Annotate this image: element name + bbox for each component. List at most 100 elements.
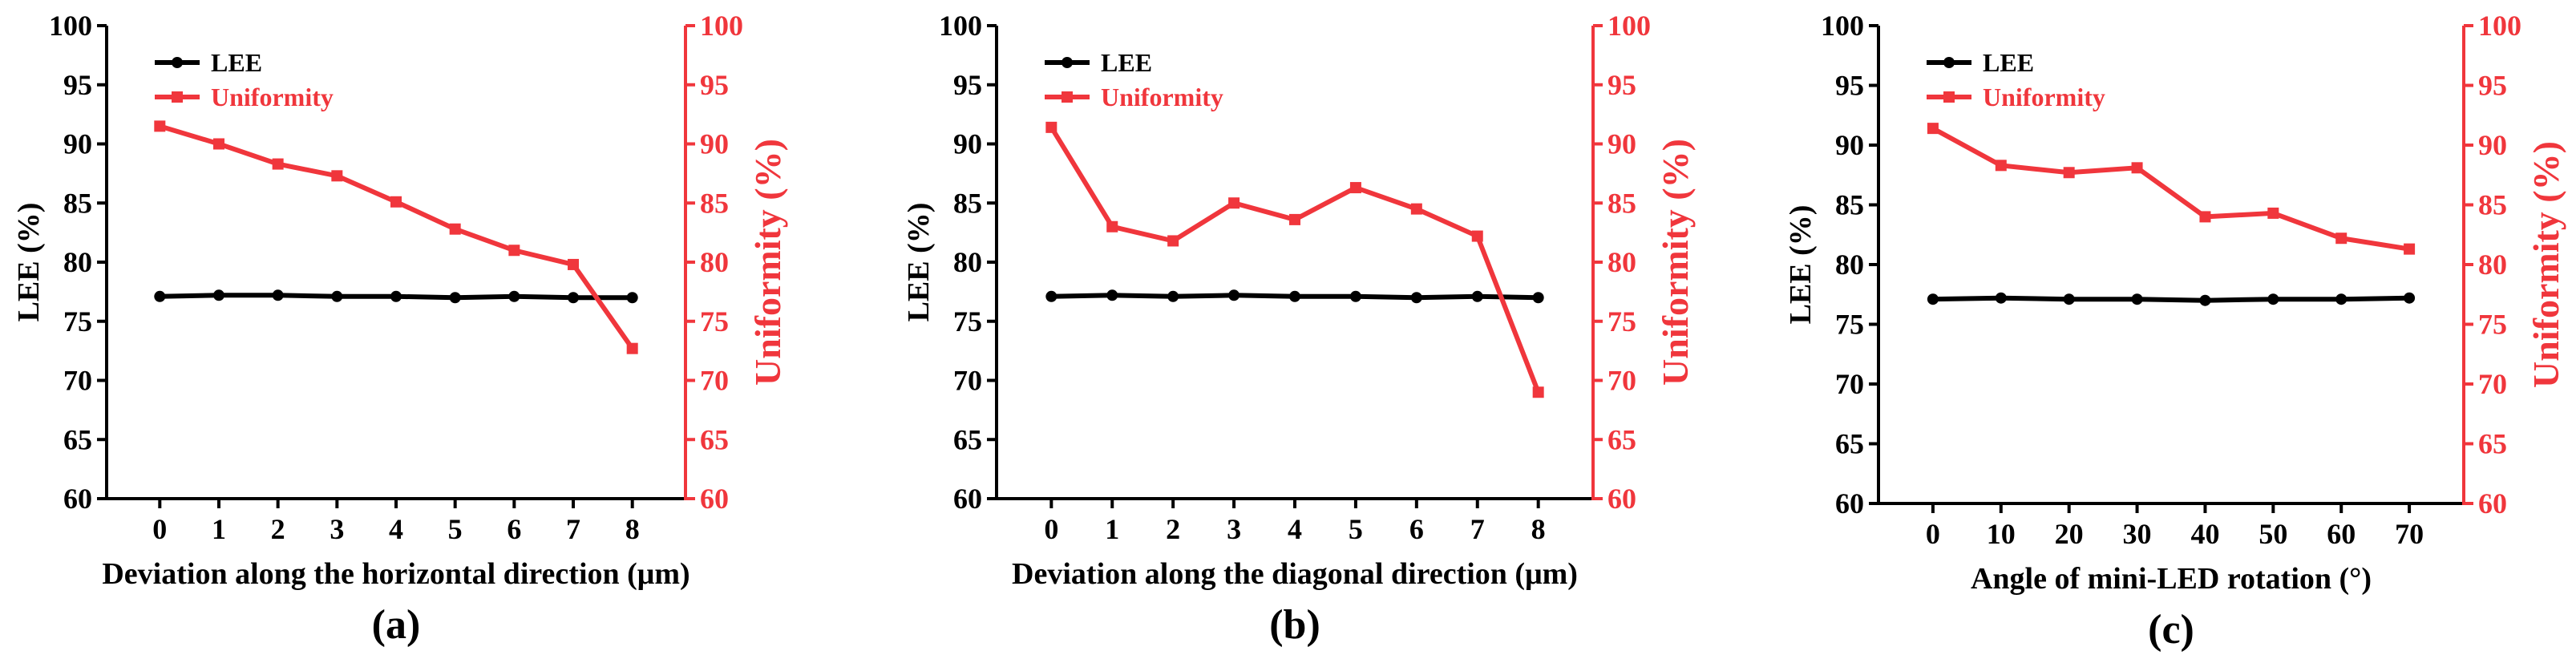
- left-y-tick-label: 75: [953, 305, 982, 338]
- lee-data-point: [449, 292, 461, 304]
- x-tick-label: 30: [2123, 518, 2152, 550]
- right-y-tick-label: 60: [1607, 483, 1636, 515]
- left-y-tick-label: 65: [63, 423, 92, 455]
- lee-data-point: [2063, 293, 2075, 305]
- legend-uniformity-marker: [172, 91, 183, 103]
- uniformity-data-point: [1167, 235, 1179, 247]
- uniformity-data-point: [2404, 243, 2416, 255]
- uniformity-data-point: [449, 223, 461, 235]
- lee-data-point: [626, 292, 638, 304]
- right-y-tick-label: 90: [2478, 129, 2507, 161]
- x-tick-label: 4: [1288, 513, 1302, 545]
- x-tick-label: 6: [1409, 513, 1424, 545]
- legend-lee-label: LEE: [1983, 48, 2034, 77]
- left-y-tick-label: 95: [953, 69, 982, 101]
- left-y-tick-label: 95: [63, 69, 92, 101]
- lee-data-point: [1045, 290, 1057, 302]
- x-tick-label: 8: [1531, 513, 1546, 545]
- legend-uniformity-label: Uniformity: [211, 83, 334, 111]
- left-y-tick-label: 65: [1835, 428, 1864, 460]
- right-y-tick-label: 70: [1607, 365, 1636, 397]
- x-tick-label: 2: [1166, 513, 1180, 545]
- lee-data-point: [2267, 293, 2279, 305]
- lee-data-point: [212, 289, 224, 301]
- x-tick-label: 8: [625, 513, 640, 545]
- left-y-tick-label: 90: [63, 128, 92, 160]
- uniformity-data-point: [1410, 203, 1422, 215]
- left-y-tick-label: 70: [1835, 368, 1864, 400]
- legend-lee-label: LEE: [1101, 48, 1152, 77]
- right-y-tick-label: 90: [700, 128, 729, 160]
- lee-data-point: [1995, 292, 2007, 304]
- x-tick-label: 50: [2259, 518, 2287, 550]
- left-y-tick-label: 90: [953, 128, 982, 160]
- uniformity-data-point: [626, 342, 638, 354]
- uniformity-data-point: [390, 196, 402, 208]
- uniformity-data-point: [1289, 213, 1300, 225]
- uniformity-data-point: [1349, 182, 1361, 194]
- x-tick-label: 4: [389, 513, 403, 545]
- right-y-tick-label: 85: [700, 187, 729, 219]
- x-axis-title: Angle of mini-LED rotation (°): [1971, 562, 2372, 596]
- left-y-tick-label: 60: [953, 483, 982, 515]
- legend-lee-marker: [1062, 57, 1073, 68]
- right-y-tick-label: 60: [700, 483, 729, 515]
- left-y-tick-label: 100: [939, 10, 982, 42]
- x-tick-label: 0: [152, 513, 167, 545]
- chart-panel-3: 60 60 65 65 70 70 75 75 80 80 85 85 90 90 95 95 100 100 0 1…: [1784, 10, 2566, 653]
- lee-data-point: [2131, 293, 2143, 305]
- left-y-tick-label: 100: [49, 10, 92, 42]
- right-y-tick-label: 75: [1607, 305, 1636, 338]
- left-axis-title: LEE (%): [902, 203, 936, 322]
- x-tick-label: 40: [2190, 518, 2219, 550]
- left-axis-title: LEE (%): [1784, 205, 1818, 325]
- lee-data-point: [390, 290, 402, 302]
- lee-data-point: [1167, 290, 1179, 302]
- uniformity-data-point: [1471, 230, 1483, 242]
- right-y-tick-label: 75: [2478, 309, 2507, 341]
- left-y-tick-label: 85: [1835, 189, 1864, 221]
- right-y-tick-label: 65: [700, 423, 729, 455]
- left-y-tick-label: 75: [1835, 309, 1864, 341]
- x-axis-title: Deviation along the horizontal direction…: [102, 557, 689, 591]
- right-axis-title: Uniformity (%): [1655, 139, 1696, 386]
- legend-uniformity-label: Uniformity: [1983, 83, 2105, 111]
- uniformity-data-point: [2063, 167, 2075, 179]
- left-y-tick-label: 80: [1835, 249, 1864, 281]
- uniformity-data-point: [2267, 207, 2279, 219]
- left-y-tick-label: 80: [953, 246, 982, 278]
- uniformity-data-point: [508, 245, 520, 257]
- lee-data-point: [568, 292, 580, 304]
- legend-lee-label: LEE: [211, 48, 262, 77]
- uniformity-data-point: [1228, 197, 1240, 209]
- legend-uniformity-marker: [1062, 91, 1073, 103]
- right-y-tick-label: 70: [700, 365, 729, 397]
- x-tick-label: 3: [1227, 513, 1241, 545]
- left-y-tick-label: 80: [63, 246, 92, 278]
- uniformity-series-line: [1931, 126, 2410, 252]
- lee-data-point: [1106, 289, 1118, 301]
- x-tick-label: 0: [1926, 518, 1940, 550]
- uniformity-data-point: [1045, 121, 1057, 133]
- right-y-tick-label: 95: [2478, 70, 2507, 102]
- left-y-tick-label: 65: [953, 423, 982, 455]
- right-y-tick-label: 60: [2478, 487, 2507, 520]
- left-y-tick-label: 85: [953, 187, 982, 219]
- x-tick-label: 7: [1470, 513, 1485, 545]
- right-y-tick-label: 100: [2478, 10, 2521, 42]
- uniformity-data-point: [2131, 162, 2143, 174]
- x-tick-label: 5: [448, 513, 463, 545]
- right-axis-title: Uniformity (%): [2525, 141, 2566, 388]
- uniformity-data-point: [154, 120, 166, 132]
- lee-data-point: [1471, 290, 1483, 302]
- lee-data-point: [2404, 292, 2416, 304]
- uniformity-data-point: [2199, 211, 2211, 223]
- lee-data-point: [154, 290, 166, 302]
- uniformity-data-point: [2335, 232, 2348, 245]
- uniformity-series-line: [1049, 126, 1541, 394]
- x-tick-label: 1: [1105, 513, 1119, 545]
- uniformity-data-point: [568, 258, 580, 270]
